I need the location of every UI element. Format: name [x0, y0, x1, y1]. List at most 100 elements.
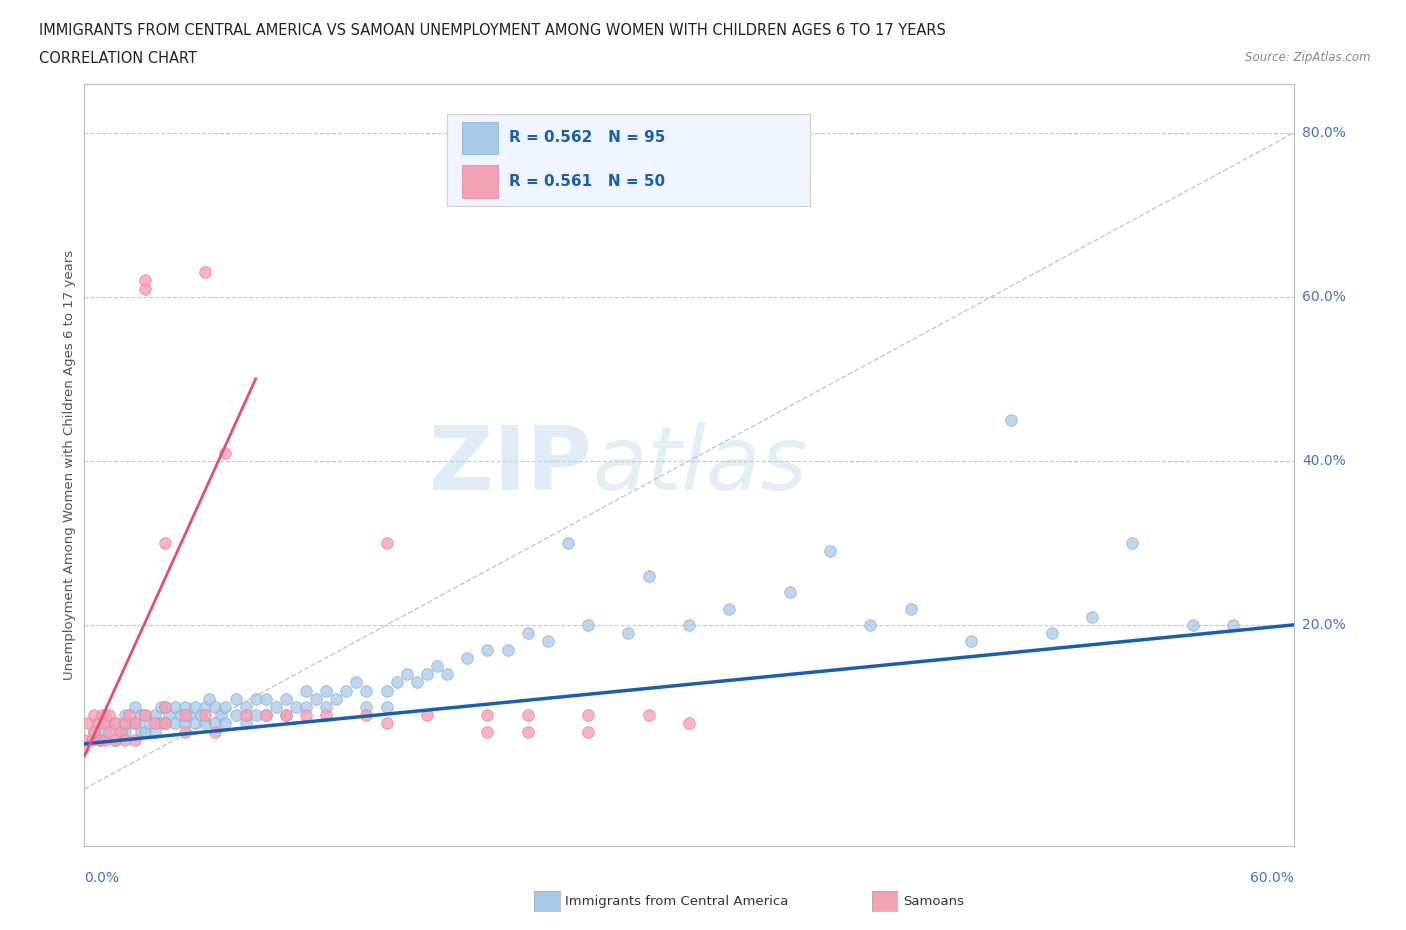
- Point: [91, 708, 114, 723]
- Text: 60.0%: 60.0%: [1250, 871, 1294, 885]
- Point: [153, 716, 176, 731]
- Point: [456, 650, 478, 665]
- Point: [477, 724, 499, 739]
- Point: [134, 273, 156, 288]
- Point: [385, 675, 408, 690]
- Point: [93, 716, 115, 731]
- Point: [516, 626, 538, 641]
- Text: 0.0%: 0.0%: [84, 871, 120, 885]
- Point: [93, 708, 115, 723]
- Point: [779, 585, 801, 600]
- Point: [235, 699, 257, 714]
- Point: [129, 708, 152, 723]
- Point: [124, 732, 146, 747]
- Point: [335, 683, 357, 698]
- Point: [153, 536, 176, 551]
- Point: [165, 716, 187, 731]
- Y-axis label: Unemployment Among Women with Children Ages 6 to 17 years: Unemployment Among Women with Children A…: [63, 250, 76, 680]
- Point: [134, 708, 156, 723]
- Point: [97, 708, 120, 723]
- Text: atlas: atlas: [592, 422, 807, 508]
- Point: [198, 691, 221, 706]
- Bar: [461, 166, 498, 198]
- Point: [254, 708, 277, 723]
- Point: [97, 716, 120, 731]
- Text: 20.0%: 20.0%: [1302, 618, 1346, 631]
- Point: [124, 716, 146, 731]
- Point: [718, 601, 741, 616]
- Point: [114, 724, 136, 739]
- Point: [204, 724, 226, 739]
- Point: [305, 691, 328, 706]
- Point: [477, 708, 499, 723]
- Point: [315, 708, 337, 723]
- Point: [82, 732, 104, 747]
- Point: [678, 716, 700, 731]
- Point: [174, 724, 197, 739]
- Point: [134, 724, 156, 739]
- Point: [1121, 536, 1143, 551]
- Point: [157, 708, 180, 723]
- Point: [194, 699, 217, 714]
- Point: [617, 626, 640, 641]
- Point: [184, 699, 207, 714]
- Text: Samoans: Samoans: [903, 895, 963, 908]
- Point: [114, 708, 136, 723]
- Point: [225, 708, 247, 723]
- Point: [184, 716, 207, 731]
- Point: [165, 699, 187, 714]
- Point: [143, 724, 166, 739]
- Text: R = 0.562   N = 95: R = 0.562 N = 95: [509, 130, 665, 145]
- Text: Immigrants from Central America: Immigrants from Central America: [565, 895, 789, 908]
- Point: [93, 724, 115, 739]
- Point: [214, 445, 236, 460]
- Point: [900, 601, 922, 616]
- Point: [104, 732, 127, 747]
- Point: [637, 708, 659, 723]
- Point: [89, 732, 111, 747]
- Text: Source: ZipAtlas.com: Source: ZipAtlas.com: [1246, 51, 1371, 64]
- Bar: [461, 122, 498, 154]
- Point: [426, 658, 449, 673]
- Point: [1040, 626, 1063, 641]
- Point: [83, 724, 105, 739]
- Point: [356, 699, 378, 714]
- Point: [179, 708, 201, 723]
- Point: [114, 716, 136, 731]
- Point: [264, 699, 287, 714]
- Point: [295, 708, 318, 723]
- Point: [194, 716, 217, 731]
- Point: [143, 716, 166, 731]
- Point: [818, 544, 841, 559]
- Point: [637, 568, 659, 583]
- Point: [960, 634, 983, 649]
- Point: [436, 667, 458, 682]
- Point: [104, 732, 127, 747]
- Point: [537, 634, 560, 649]
- Point: [245, 691, 267, 706]
- Text: 40.0%: 40.0%: [1302, 454, 1346, 468]
- Point: [83, 724, 105, 739]
- Point: [174, 716, 197, 731]
- Point: [110, 724, 132, 739]
- Text: R = 0.561   N = 50: R = 0.561 N = 50: [509, 175, 665, 190]
- Point: [83, 708, 105, 723]
- Point: [284, 699, 308, 714]
- Point: [110, 724, 132, 739]
- Point: [557, 536, 579, 551]
- Text: 60.0%: 60.0%: [1302, 290, 1346, 304]
- Point: [204, 716, 226, 731]
- Point: [138, 716, 160, 731]
- Point: [516, 708, 538, 723]
- Point: [118, 716, 141, 731]
- Point: [118, 708, 141, 723]
- Point: [170, 708, 193, 723]
- Point: [576, 724, 599, 739]
- Point: [254, 708, 277, 723]
- Point: [375, 716, 398, 731]
- Point: [87, 716, 110, 731]
- Point: [204, 699, 226, 714]
- Point: [375, 536, 398, 551]
- Point: [295, 699, 318, 714]
- Point: [134, 281, 156, 296]
